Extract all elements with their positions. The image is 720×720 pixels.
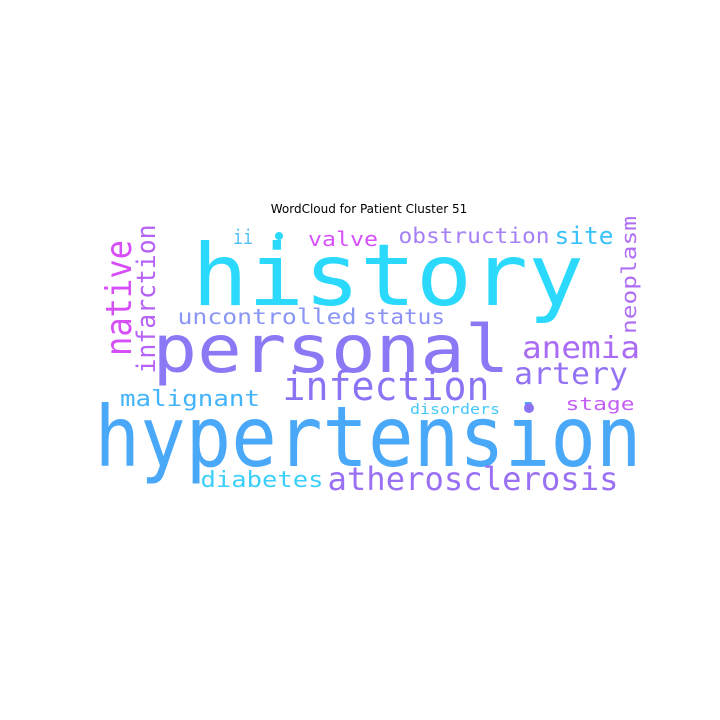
word-disorders: disorders — [410, 402, 500, 418]
word-artery: artery — [514, 357, 628, 392]
word-stage: stage — [566, 394, 635, 415]
word-native: native — [99, 240, 140, 356]
word-anemia: anemia — [522, 331, 640, 366]
word-site: site — [555, 222, 614, 250]
dot-mark — [275, 232, 283, 240]
word-infarction: infarction — [132, 225, 162, 374]
chart-title: WordCloud for Patient Cluster 51 — [270, 202, 468, 216]
word-history: history — [192, 226, 584, 326]
word-status: status — [363, 305, 445, 329]
word-hypertension: hypertension — [95, 388, 642, 486]
word-valve: valve — [308, 227, 378, 251]
word-diabetes: diabetes — [201, 468, 324, 493]
dot-mark — [524, 403, 534, 413]
word-uncontrolled: uncontrolled — [178, 305, 357, 329]
word-obstruction: obstruction — [399, 224, 550, 248]
word-atherosclerosis: atherosclerosis — [328, 460, 619, 498]
word-malignant: malignant — [120, 387, 260, 412]
word-infection: infection — [283, 364, 490, 410]
word-neoplasm: neoplasm — [617, 216, 641, 334]
word-ii: ii — [233, 225, 253, 249]
word-personal: personal — [153, 311, 510, 388]
